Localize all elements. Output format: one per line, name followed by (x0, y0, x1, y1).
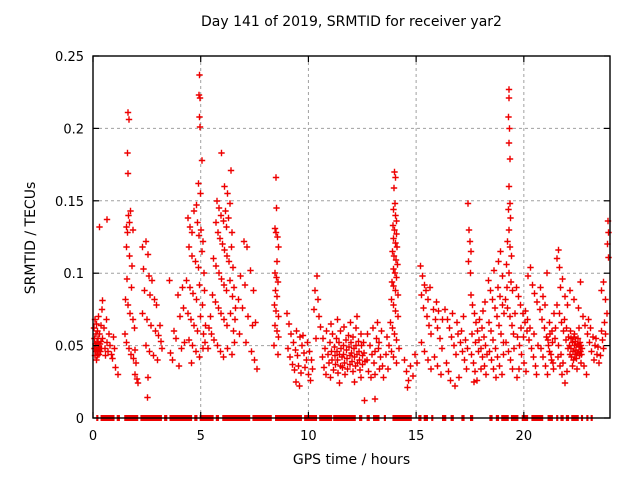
axes-and-ticks (92, 55, 611, 419)
svg-text:5: 5 (197, 429, 205, 444)
svg-text:0.25: 0.25 (55, 50, 84, 65)
x-axis-label: GPS time / hours (292, 452, 411, 468)
svg-text:0: 0 (76, 412, 84, 427)
svg-text:0.1: 0.1 (63, 267, 84, 282)
chart-title: Day 141 of 2019, SRMTID for receiver yar… (201, 14, 502, 30)
scatter-points (90, 71, 612, 404)
svg-text:0: 0 (89, 429, 97, 444)
svg-text:0.05: 0.05 (55, 340, 84, 355)
svg-text:20: 20 (516, 429, 533, 444)
svg-text:10: 10 (300, 429, 317, 444)
svg-text:15: 15 (408, 429, 425, 444)
svg-text:0.15: 0.15 (55, 195, 84, 210)
tick-labels: 0 5 10 15 20 0 0.05 0.1 0.15 0.2 0.25 (55, 50, 532, 444)
svg-text:0.2: 0.2 (63, 122, 84, 137)
